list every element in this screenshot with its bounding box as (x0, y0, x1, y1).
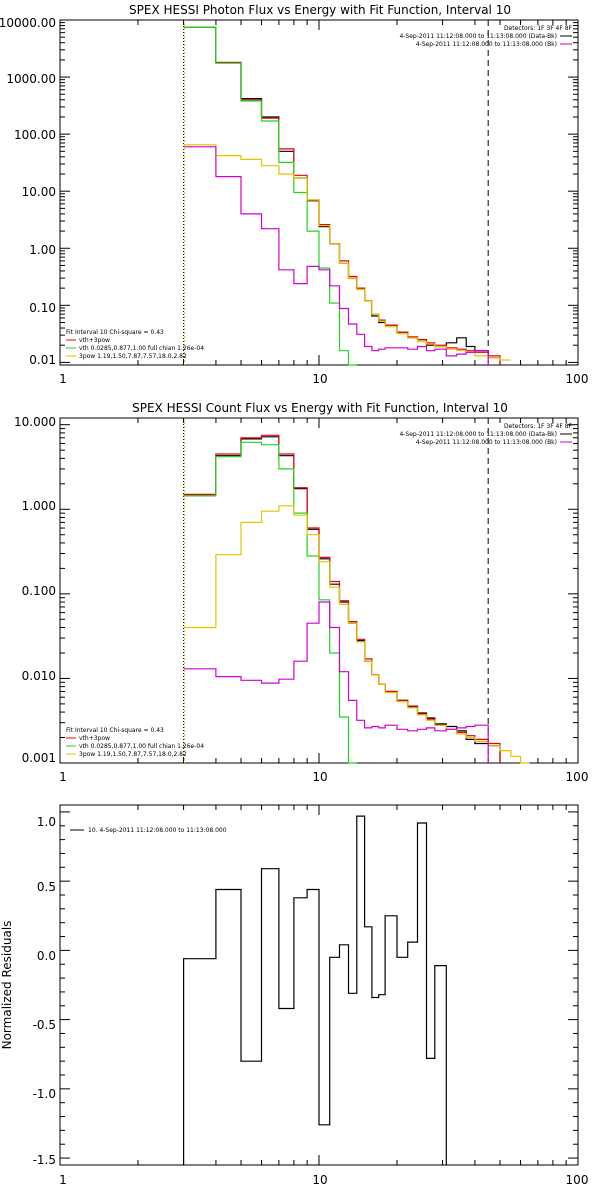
panel-3-xtick-label: 100 (566, 1173, 589, 1187)
panel-3-ytick-label: 1.0 (37, 815, 56, 829)
panel-3-ytick-label: -1.5 (33, 1153, 56, 1167)
panel-1-info-line: Detectors: 1F 3F 4F 8F (504, 25, 573, 32)
series-line-black (183, 26, 501, 365)
series-line-black (183, 436, 501, 763)
panel-1-ytick-label: 1.00 (29, 243, 56, 257)
panel-1-ytick-label: 0.01 (29, 353, 56, 367)
panel-2-xtick-label: 1 (59, 770, 67, 784)
panel-1-xtick-label: 100 (566, 372, 589, 386)
panel-3-xtick-label: 10 (312, 1173, 327, 1187)
panel-2-ytick-label: 0.001 (22, 751, 56, 765)
panel-1-xtick-label: 1 (59, 372, 67, 386)
panel-1-frame (59, 19, 579, 366)
series-line-magenta (183, 601, 489, 763)
panel-1-ytick-label: 10000.00 (0, 16, 56, 30)
panel-count-flux: SPEX HESSI Count Flux vs Energy with Fit… (14, 401, 588, 784)
panel-3-ytick-label: 0.0 (37, 949, 56, 963)
panel-1-ytick-label: 10.00 (22, 185, 56, 199)
series-line-red (183, 26, 501, 365)
panel-2-fit-line: Fit Interval 10 Chi-square = 0.43 (66, 727, 164, 734)
series-line-black (183, 815, 447, 1165)
panel-1-ytick-label: 100.00 (14, 128, 56, 142)
panel-1-fit-line: vth 0.0285,0.877,1.00 full chian 1.26e-0… (79, 345, 204, 352)
series-line-green (183, 26, 357, 366)
panel-3-ytick-label: -1.0 (33, 1087, 56, 1101)
panel-1-info-line: 4-Sep-2011 11:12:08.000 to 11:13:08.000 … (399, 33, 557, 40)
series-line-green (183, 441, 357, 764)
panel-1-fit-line: Fit Interval 10 Chi-square = 0.43 (66, 329, 164, 336)
panel-1-ytick-label: 0.10 (29, 301, 56, 315)
panel-2-info-line: Detectors: 1F 3F 4F 8F (504, 423, 573, 430)
series-line-yellow (183, 144, 511, 361)
panel-3-ytick-label: -0.5 (33, 1018, 56, 1032)
panel-photon-flux: SPEX HESSI Photon Flux vs Energy with Fi… (0, 3, 588, 386)
series-line-yellow (183, 505, 530, 764)
series-line-magenta (183, 146, 489, 365)
panel-2-xtick-label: 100 (566, 770, 589, 784)
panel-3-ylabel: Normalized Residuals (0, 921, 14, 1050)
panel-2-title: SPEX HESSI Count Flux vs Energy with Fit… (132, 401, 508, 415)
panel-2-ytick-label: 10.000 (14, 415, 56, 429)
panel-2-fit-line: vth 0.0285,0.877,1.00 full chian 1.26e-0… (79, 743, 204, 750)
panel-2-info-line: 4-Sep-2011 11:12:08.000 to 11:13:08.000 … (416, 439, 557, 446)
panel-2-info-line: 4-Sep-2011 11:12:08.000 to 11:13:08.000 … (399, 431, 557, 438)
panel-1-title: SPEX HESSI Photon Flux vs Energy with Fi… (129, 3, 511, 17)
panel-2-fit-line: 3pow 1.19,1.50,7.87,7.57,18.0,2.82 (79, 751, 187, 758)
panel-1-fit-line: vth+3pow (79, 337, 110, 344)
panel-2-ytick-label: 0.010 (22, 669, 56, 683)
panel-3-legend-line: 10. 4-Sep-2011 11:12:08.000 to 11:13:08.… (88, 827, 227, 834)
panel-2-ytick-label: 1.000 (22, 499, 56, 513)
panel-1-fit-line: 3pow 1.19,1.50,7.87,7.57,18.0,2.82 (79, 353, 187, 360)
panel-residuals: Normalized Residuals 1.0 0.5 0.0 -0.5 -1… (0, 804, 589, 1187)
panel-2-fit-line: vth+3pow (79, 735, 110, 742)
panel-2-ytick-label: 0.100 (22, 584, 56, 598)
panel-1-xtick-label: 10 (312, 372, 327, 386)
panel-3-xtick-label: 1 (59, 1173, 67, 1187)
panel-1-info-line: 4-Sep-2011 11:12:08.000 to 11:13:08.000 … (416, 41, 557, 48)
panel-3-ytick-label: 0.5 (37, 880, 56, 894)
series-line-red (183, 434, 501, 763)
panel-2-xtick-label: 10 (312, 770, 327, 784)
panel-1-ytick-label: 1000.00 (6, 72, 56, 86)
